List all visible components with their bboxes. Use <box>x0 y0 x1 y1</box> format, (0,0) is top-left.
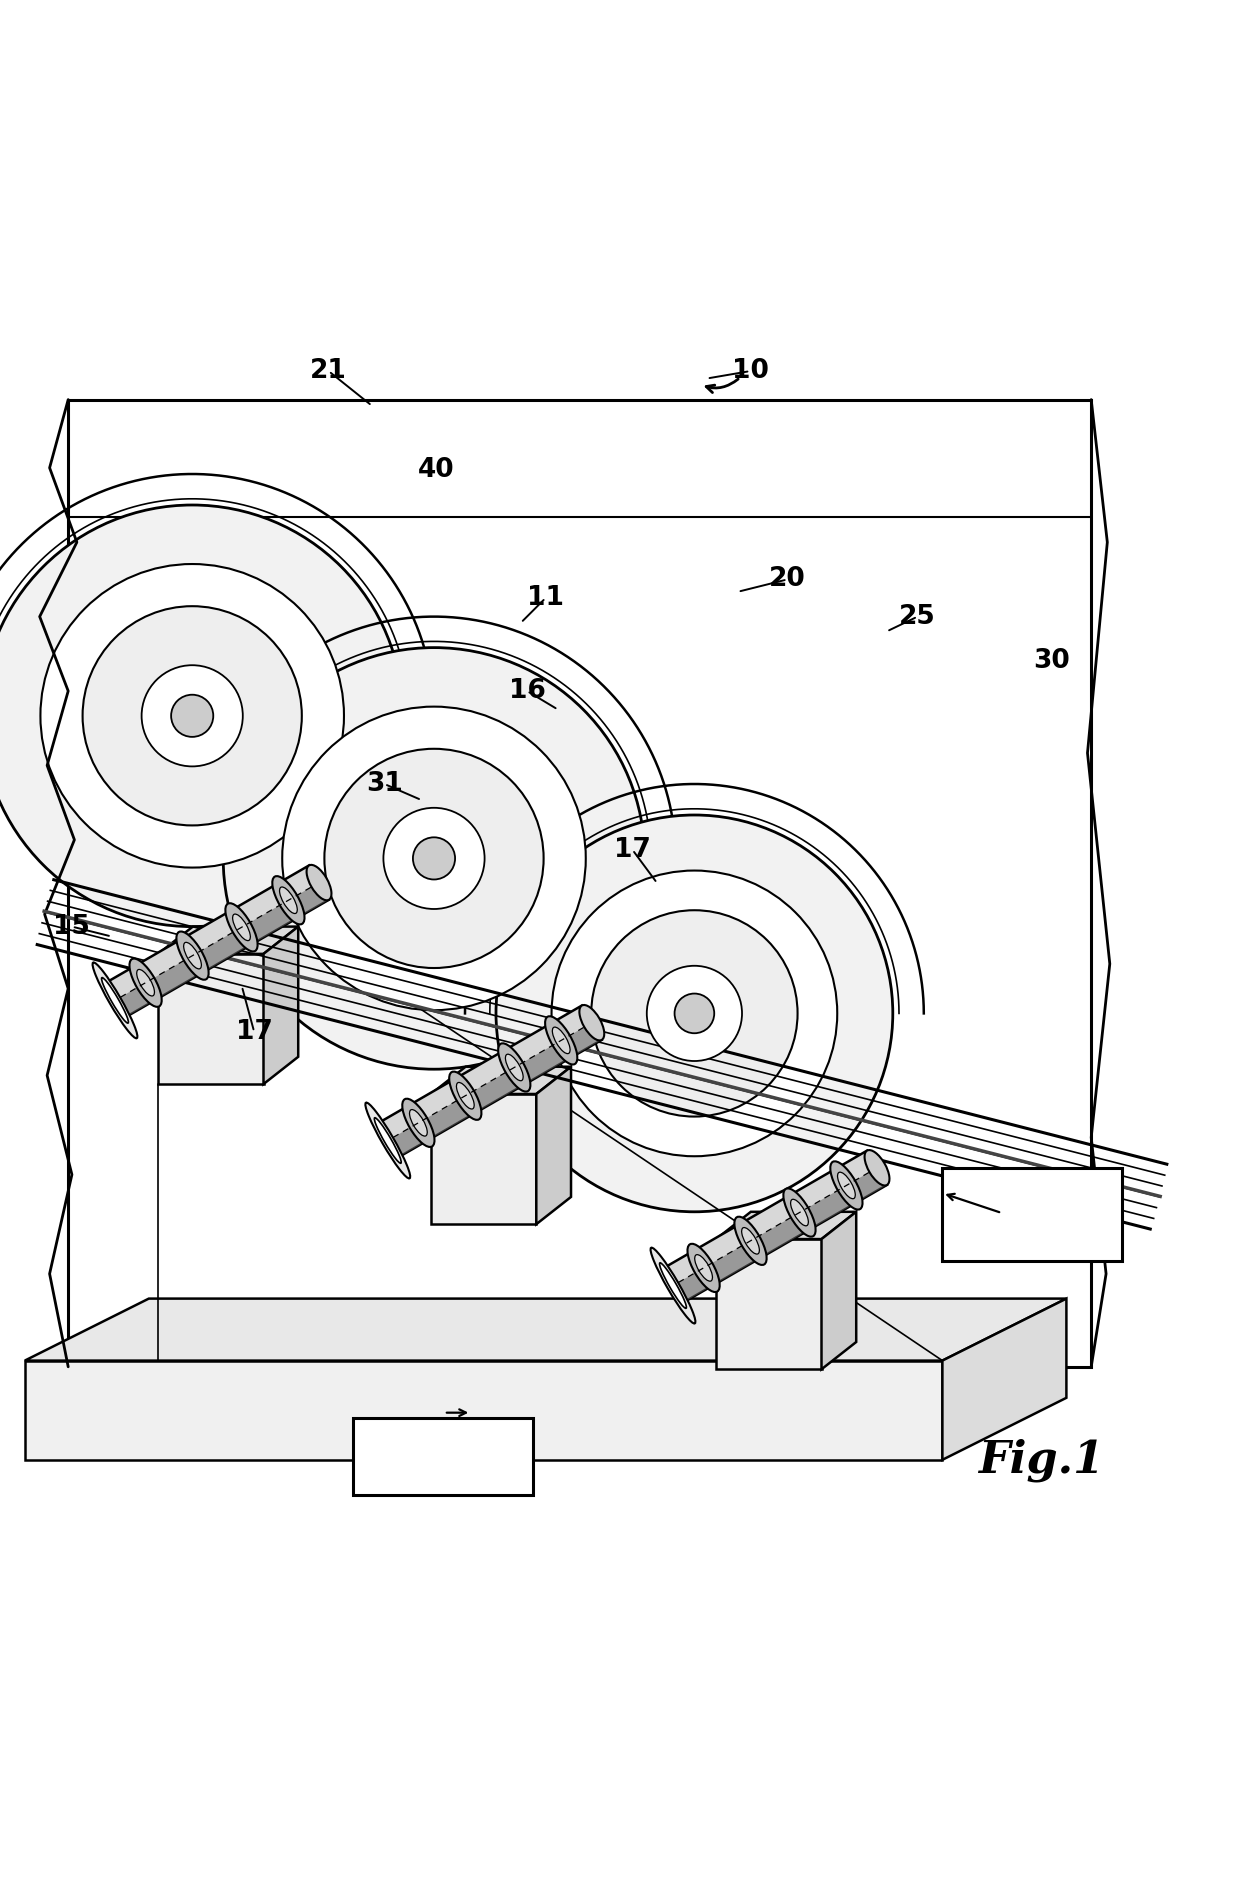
Polygon shape <box>821 1211 856 1369</box>
Ellipse shape <box>279 886 298 913</box>
Polygon shape <box>25 1298 1066 1360</box>
Ellipse shape <box>651 1247 696 1324</box>
Ellipse shape <box>498 1044 531 1091</box>
Text: 21: 21 <box>310 359 347 385</box>
Ellipse shape <box>41 563 343 868</box>
Ellipse shape <box>413 838 455 879</box>
Ellipse shape <box>374 1117 402 1162</box>
Bar <box>942 1168 1122 1262</box>
Polygon shape <box>159 926 299 954</box>
Ellipse shape <box>226 903 258 952</box>
Ellipse shape <box>83 607 301 826</box>
Polygon shape <box>717 1211 856 1239</box>
Ellipse shape <box>506 1054 523 1080</box>
Ellipse shape <box>176 931 208 980</box>
Ellipse shape <box>496 815 893 1211</box>
Ellipse shape <box>223 648 645 1069</box>
Text: 30: 30 <box>1033 648 1070 674</box>
Polygon shape <box>25 1360 942 1459</box>
Ellipse shape <box>449 1072 481 1119</box>
Text: 16: 16 <box>508 678 546 704</box>
Ellipse shape <box>129 958 161 1007</box>
Ellipse shape <box>864 1149 889 1185</box>
Ellipse shape <box>591 911 797 1117</box>
Bar <box>353 1418 533 1495</box>
Ellipse shape <box>366 1102 410 1178</box>
Text: 31: 31 <box>366 772 403 796</box>
Ellipse shape <box>660 1262 687 1309</box>
Polygon shape <box>68 400 1091 1367</box>
Text: 10: 10 <box>732 359 769 385</box>
Ellipse shape <box>171 695 213 736</box>
Ellipse shape <box>283 706 585 1010</box>
Ellipse shape <box>791 1200 808 1226</box>
Polygon shape <box>432 1067 570 1095</box>
Polygon shape <box>536 1067 570 1224</box>
Ellipse shape <box>273 877 305 924</box>
Ellipse shape <box>141 665 243 766</box>
Text: Fig.1: Fig.1 <box>978 1439 1105 1482</box>
Ellipse shape <box>687 1243 719 1292</box>
Text: 17: 17 <box>236 1020 273 1044</box>
Ellipse shape <box>456 1082 474 1110</box>
Ellipse shape <box>647 965 742 1061</box>
Ellipse shape <box>0 505 403 926</box>
Ellipse shape <box>233 915 250 941</box>
Ellipse shape <box>837 1172 856 1198</box>
Ellipse shape <box>742 1228 759 1255</box>
Ellipse shape <box>552 871 837 1157</box>
Text: 15: 15 <box>53 913 91 939</box>
Ellipse shape <box>93 962 138 1039</box>
Ellipse shape <box>552 1027 570 1054</box>
Ellipse shape <box>402 1099 434 1147</box>
Ellipse shape <box>184 943 201 969</box>
Polygon shape <box>115 883 329 1018</box>
Ellipse shape <box>409 1110 428 1136</box>
Ellipse shape <box>383 808 485 909</box>
Polygon shape <box>263 926 299 1084</box>
Polygon shape <box>663 1151 887 1303</box>
Ellipse shape <box>136 969 155 995</box>
Polygon shape <box>432 1095 536 1224</box>
Polygon shape <box>159 954 263 1084</box>
Ellipse shape <box>306 866 331 900</box>
Text: 20: 20 <box>769 567 806 592</box>
Ellipse shape <box>325 749 543 967</box>
Polygon shape <box>717 1239 821 1369</box>
Ellipse shape <box>675 993 714 1033</box>
Polygon shape <box>378 1005 601 1157</box>
Text: 25: 25 <box>899 603 936 629</box>
Polygon shape <box>673 1168 887 1303</box>
Ellipse shape <box>546 1016 578 1065</box>
Text: 11: 11 <box>527 586 564 610</box>
Text: 40: 40 <box>418 456 455 483</box>
Polygon shape <box>388 1024 601 1157</box>
Polygon shape <box>105 866 329 1018</box>
Ellipse shape <box>694 1255 713 1281</box>
Ellipse shape <box>579 1005 604 1040</box>
Ellipse shape <box>831 1161 863 1209</box>
Ellipse shape <box>102 978 129 1024</box>
Ellipse shape <box>784 1189 816 1238</box>
Text: 17: 17 <box>614 838 651 862</box>
Ellipse shape <box>734 1217 766 1266</box>
Polygon shape <box>942 1298 1066 1459</box>
